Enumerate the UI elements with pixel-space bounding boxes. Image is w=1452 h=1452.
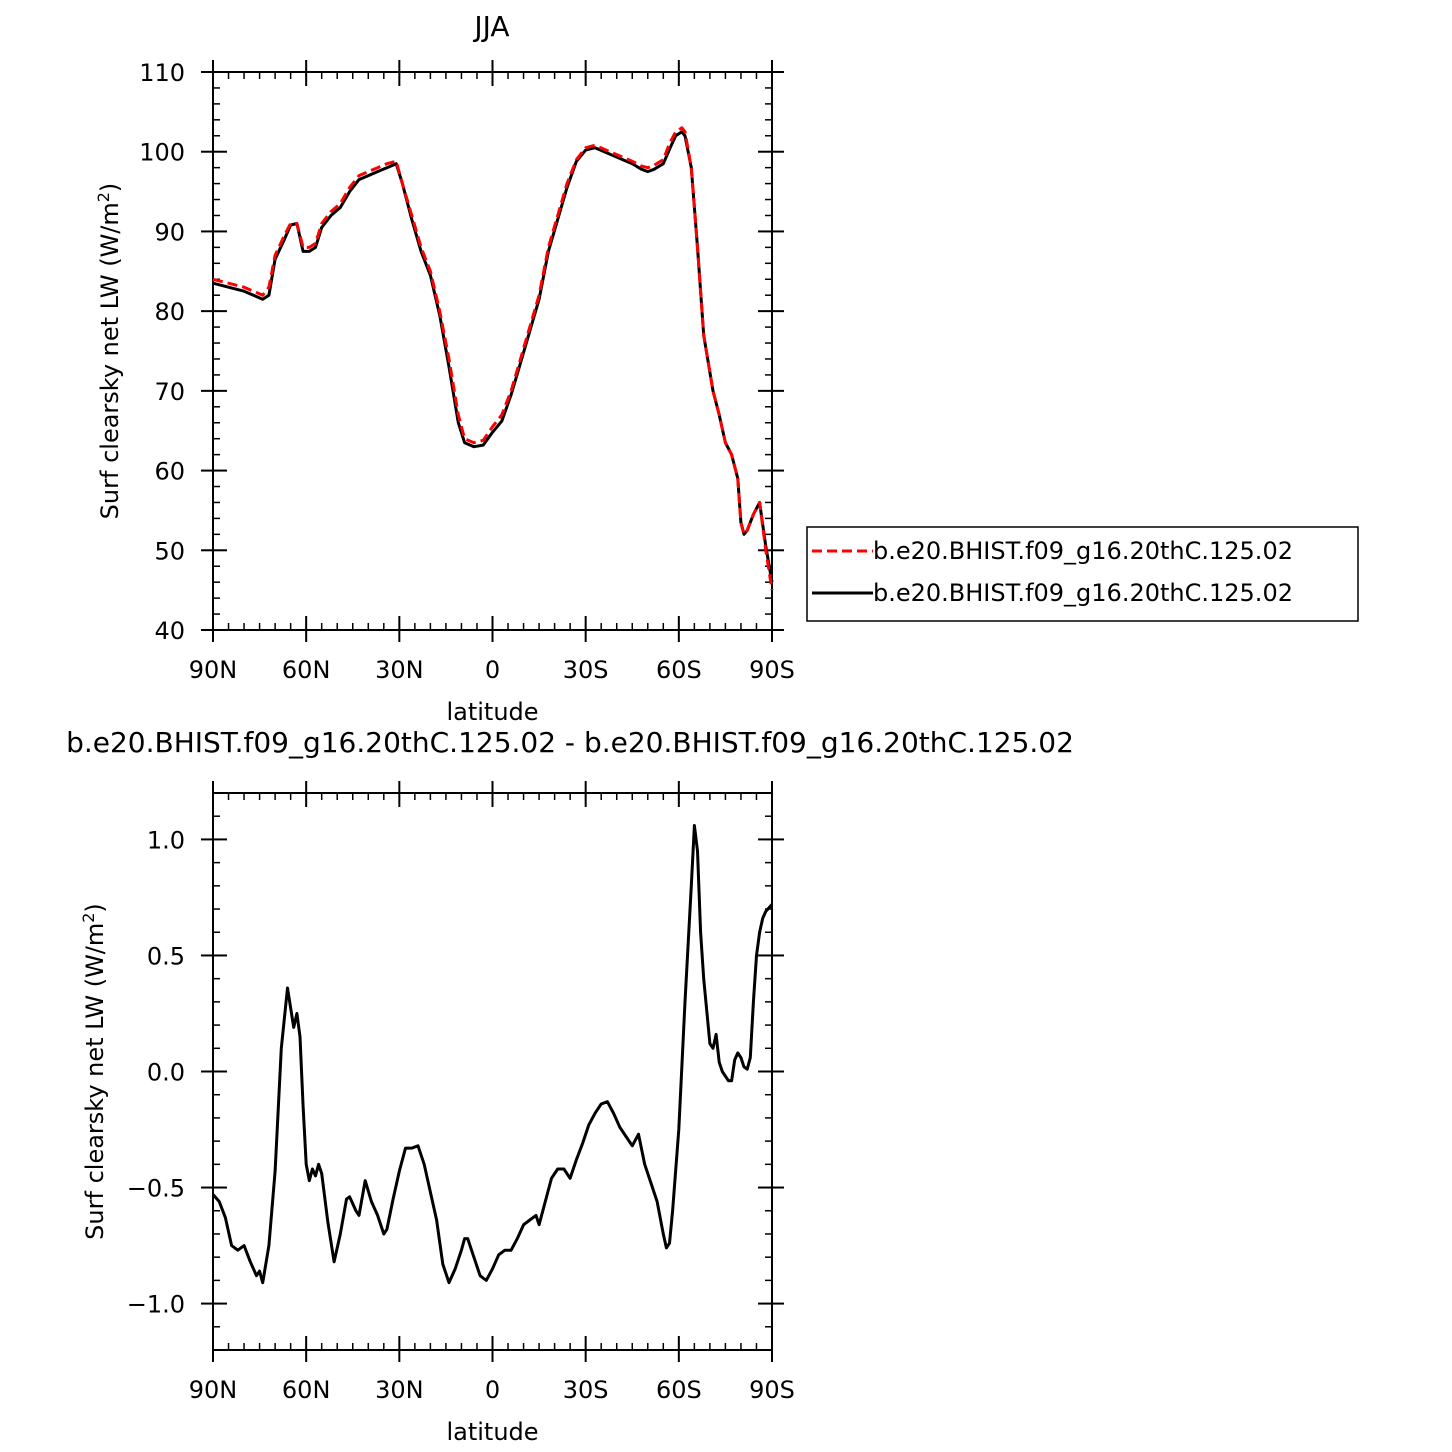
y-tick-label: 80 xyxy=(154,298,185,326)
bottom-chart-title: b.e20.BHIST.f09_g16.20thC.125.02 - b.e20… xyxy=(66,726,1074,759)
x-tick-label: 90N xyxy=(189,1376,238,1404)
x-tick-label: 90S xyxy=(749,656,795,684)
series-line-solid-black xyxy=(211,824,774,1285)
x-tick-label: 0 xyxy=(485,1376,500,1404)
y-tick-label: 0.0 xyxy=(147,1059,185,1087)
y-tick-label: −0.5 xyxy=(127,1175,185,1203)
y-tick-label: 70 xyxy=(154,378,185,406)
series-line-solid-black xyxy=(212,130,774,583)
bottom-x-axis-title: latitude xyxy=(446,1418,538,1446)
y-tick-label: 1.0 xyxy=(147,826,185,854)
bottom-series-lines xyxy=(211,824,774,1285)
bottom-y-axis-title-tail: ) xyxy=(81,903,109,912)
y-tick-label: 50 xyxy=(154,537,185,565)
x-tick-label: 60S xyxy=(656,1376,702,1404)
legend-box xyxy=(806,526,1359,622)
series-line-dashed-red xyxy=(212,126,774,591)
x-tick-label: 90S xyxy=(749,1376,795,1404)
y-tick-label: −1.0 xyxy=(127,1291,185,1319)
legend-label-series-1: b.e20.BHIST.f09_g16.20thC.125.02 xyxy=(873,537,1293,565)
x-tick-label: 60S xyxy=(656,656,702,684)
top-chart-title: JJA xyxy=(472,10,509,43)
top-x-axis-title: latitude xyxy=(446,698,538,726)
x-tick-label: 60N xyxy=(282,1376,331,1404)
y-tick-label: 100 xyxy=(139,139,185,167)
bottom-axes: 90N 60N 30N 0 30S 60S 90S −1.0 −0.5 0.0 0.5 1.0 xyxy=(127,781,795,1404)
bottom-y-axis-title: Surf clearsky net LW (W/m2) xyxy=(79,903,110,1240)
legend: b.e20.BHIST.f09_g16.20thC.125.02 b.e20.B… xyxy=(806,526,1359,622)
x-tick-label: 90N xyxy=(189,656,238,684)
top-y-axis-title-tail: ) xyxy=(96,183,124,192)
x-tick-label: 60N xyxy=(282,656,331,684)
x-tick-label: 30S xyxy=(563,656,609,684)
bottom-y-axis-title-sup: 2 xyxy=(79,913,98,923)
y-tick-label: 60 xyxy=(154,458,185,486)
top-panel: JJA 90N 60N 30N 0 30S 60S 90S 40 50 60 70 80 90 100 11… xyxy=(94,10,795,726)
top-axes: 90N 60N 30N 0 30S 60S 90S 40 50 60 70 80 90 100 110 xyxy=(139,59,795,684)
y-tick-label: 40 xyxy=(154,617,185,645)
x-tick-label: 0 xyxy=(485,656,500,684)
top-y-axis-title-sup: 2 xyxy=(94,192,113,202)
legend-label-series-2: b.e20.BHIST.f09_g16.20thC.125.02 xyxy=(873,579,1293,607)
top-series-lines xyxy=(212,126,774,591)
top-y-axis-title: Surf clearsky net LW (W/m2) xyxy=(94,183,125,520)
x-tick-label: 30N xyxy=(375,1376,424,1404)
x-tick-label: 30N xyxy=(375,656,424,684)
y-tick-label: 110 xyxy=(139,59,185,87)
y-tick-label: 0.5 xyxy=(147,942,185,970)
y-tick-label: 90 xyxy=(154,218,185,246)
x-tick-label: 30S xyxy=(563,1376,609,1404)
bottom-y-axis-title-main: Surf clearsky net LW (W/m xyxy=(81,923,109,1240)
bottom-panel: b.e20.BHIST.f09_g16.20thC.125.02 - b.e20… xyxy=(66,726,1074,1446)
top-y-axis-title-main: Surf clearsky net LW (W/m xyxy=(96,202,124,519)
